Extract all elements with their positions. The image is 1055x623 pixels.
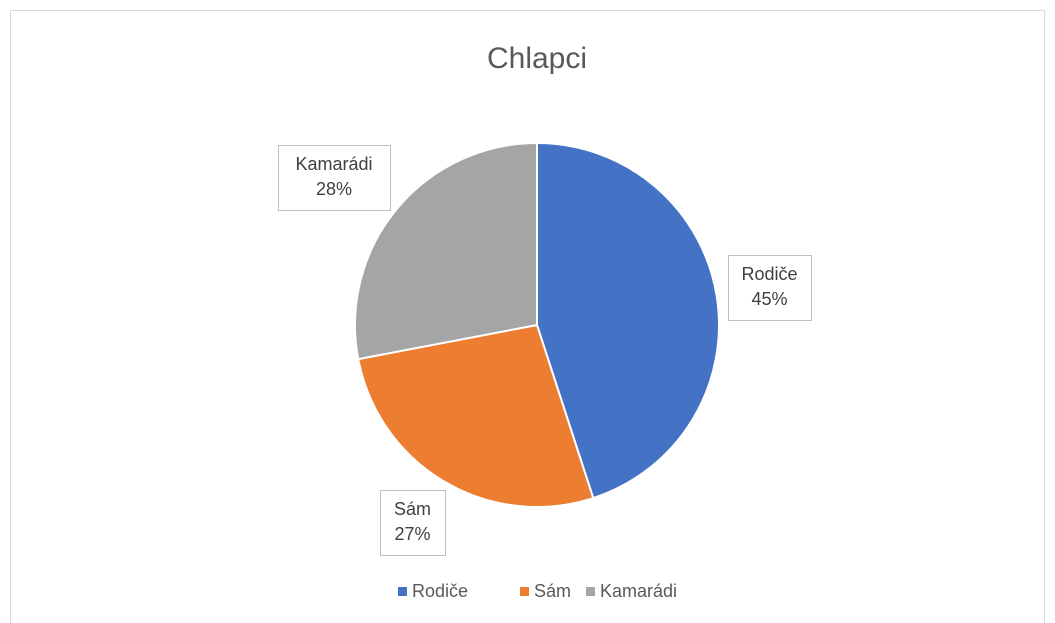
data-label-value: 45%: [751, 289, 787, 309]
legend-label: Rodiče: [412, 581, 468, 601]
chart-title: Chlapci: [487, 42, 587, 75]
pie-slice: [357, 323, 595, 508]
legend-label: Kamarádi: [600, 581, 677, 601]
data-label-name: Kamarádi: [295, 154, 372, 174]
callout-box: [380, 490, 446, 556]
legend-swatch: [520, 587, 529, 596]
legend-label: Sám: [534, 581, 571, 601]
pie-slice: [536, 141, 720, 500]
pie-slice: [354, 141, 538, 361]
callout-box: [278, 145, 391, 211]
legend-swatch: [586, 587, 595, 596]
callout-box: [728, 255, 812, 321]
data-label-value: 28%: [316, 179, 352, 199]
data-label-name: Rodiče: [741, 264, 797, 284]
legend-swatch: [398, 587, 407, 596]
data-label-value: 27%: [394, 524, 430, 544]
data-label-name: Sám: [394, 499, 431, 519]
